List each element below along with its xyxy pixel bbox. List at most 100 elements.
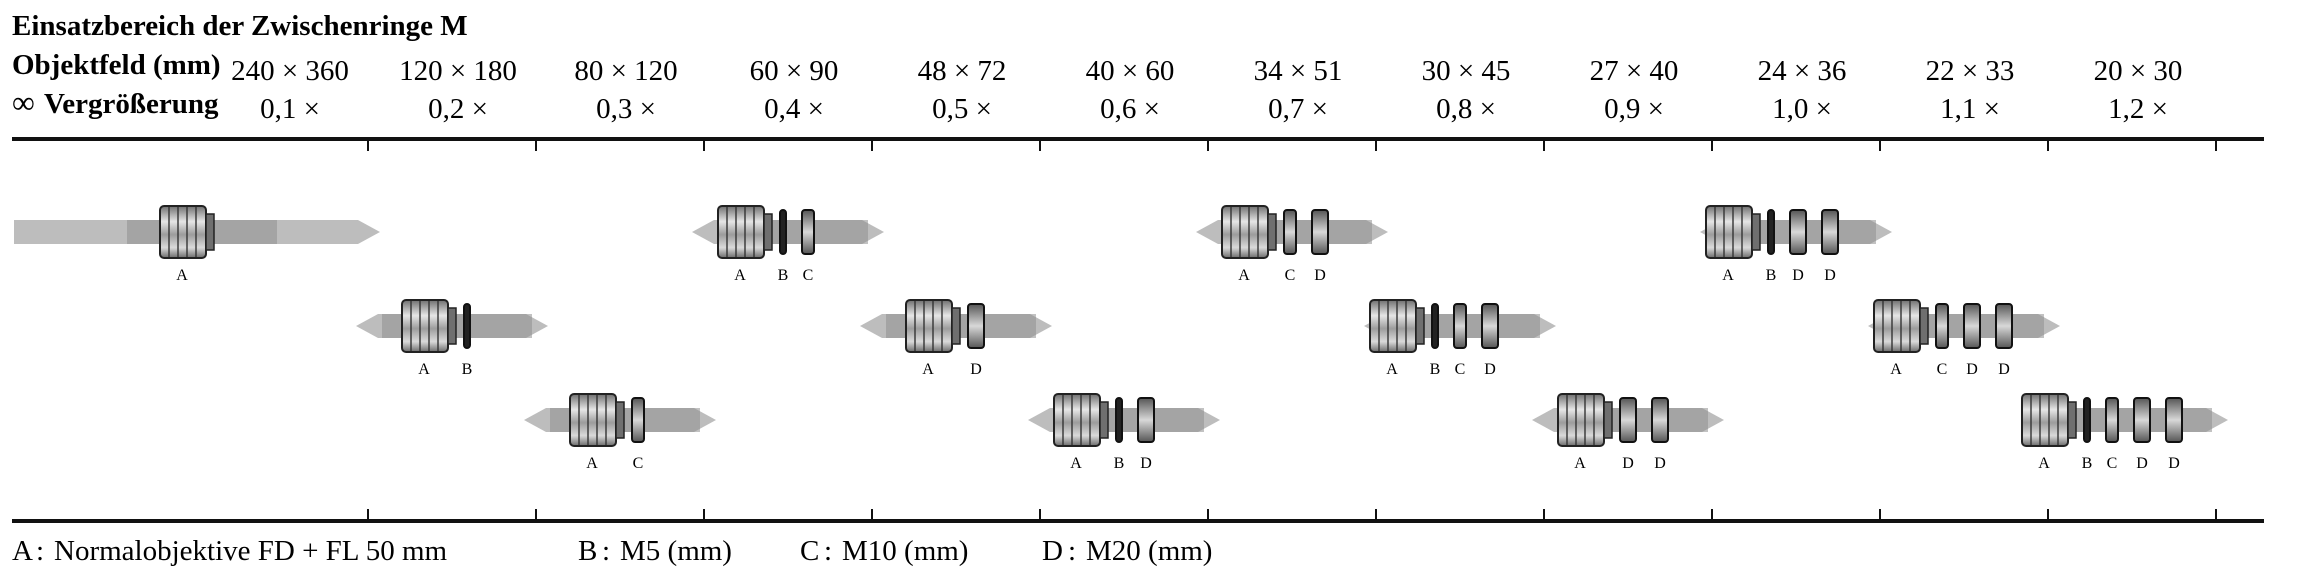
ring-d-icon <box>1481 303 1499 349</box>
combination-label: D <box>1824 267 1836 284</box>
lens-mount-icon <box>1415 307 1425 345</box>
combination-label: A <box>2038 455 2050 472</box>
combination-label: A <box>586 455 598 472</box>
combination-label: A <box>1070 455 1082 472</box>
combination-label: C <box>803 267 814 284</box>
combination-label: B <box>1114 455 1125 472</box>
lens-body-icon <box>1873 299 1921 353</box>
row-label-field: Objektfeld (mm) <box>12 49 221 81</box>
combination-label: C <box>1455 361 1466 378</box>
ring-d-icon <box>1619 397 1637 443</box>
column-field-3: 80 × 120 <box>574 55 677 87</box>
row-label-magnification: Vergrößerung <box>44 88 219 120</box>
ring-b-icon <box>779 209 787 255</box>
column-field-6: 40 × 60 <box>1086 55 1175 87</box>
combination-label: A <box>1238 267 1250 284</box>
combination-label: A <box>176 267 188 284</box>
column-headers: 240 × 360 0,1 × 120 × 180 0,2 × 80 × 120 0,3 … <box>231 55 2182 125</box>
column-magnification-5: 0,5 × <box>932 93 992 125</box>
ring-d-icon <box>1137 397 1155 443</box>
lens-body-icon <box>2021 393 2069 447</box>
combination-label: D <box>1314 267 1326 284</box>
combination-label: B <box>778 267 789 284</box>
lens-mount-icon <box>1603 401 1613 439</box>
combination-label: A <box>1722 267 1734 284</box>
lens-mount-icon <box>615 401 625 439</box>
ring-b-icon <box>1767 209 1775 255</box>
lens-body-icon <box>401 299 449 353</box>
ring-b-icon <box>463 303 471 349</box>
lens-body-icon <box>905 299 953 353</box>
column-magnification-7: 0,7 × <box>1268 93 1328 125</box>
column-field-8: 30 × 45 <box>1422 55 1511 87</box>
combination-label: A <box>734 267 746 284</box>
combination-label: D <box>1622 455 1634 472</box>
ring-c-icon <box>1283 209 1297 255</box>
combination-label: D <box>1484 361 1496 378</box>
lens-mount-icon <box>205 213 215 251</box>
combination-label: D <box>1140 455 1152 472</box>
scale-ticks <box>367 139 2217 521</box>
combination-label: D <box>2168 455 2180 472</box>
legend-text-a: Normalobjektive FD + FL 50 mm <box>54 535 448 567</box>
infinity-symbol: ∞ <box>12 84 35 120</box>
legend-text-b: M5 (mm) <box>620 535 732 567</box>
ring-d-icon <box>2133 397 2151 443</box>
combination-label: A <box>418 361 430 378</box>
lens-mount-icon <box>763 213 773 251</box>
legend-key-b: B <box>578 535 597 567</box>
column-magnification-1: 0,1 × <box>260 93 320 125</box>
ring-c-icon <box>1935 303 1949 349</box>
combination-label: D <box>970 361 982 378</box>
column-field-7: 34 × 51 <box>1254 55 1343 87</box>
combination-label: D <box>1654 455 1666 472</box>
legend-text-c: M10 (mm) <box>842 535 968 567</box>
column-magnification-6: 0,6 × <box>1100 93 1160 125</box>
lens-body-icon <box>569 393 617 447</box>
legend: A : Normalobjektive FD + FL 50 mm B : M5… <box>12 535 1212 567</box>
column-magnification-4: 0,4 × <box>764 93 824 125</box>
ring-c-icon <box>2105 397 2119 443</box>
lens-mount-icon <box>447 307 457 345</box>
lens-body-icon <box>1557 393 1605 447</box>
lens-mount-icon <box>1099 401 1109 439</box>
combination-bands: AA BA CA B CA DA B DA C DA B C DA D DA B D DA C D DA B C D D <box>14 205 2228 472</box>
ring-d-icon <box>1995 303 2013 349</box>
combination-label: C <box>633 455 644 472</box>
legend-text-d: M20 (mm) <box>1086 535 1212 567</box>
lens-body-icon <box>717 205 765 259</box>
combination-label: D <box>1792 267 1804 284</box>
svg-text::: : <box>824 535 832 567</box>
combination-label: B <box>462 361 473 378</box>
ring-d-icon <box>2165 397 2183 443</box>
combination-label: D <box>1966 361 1978 378</box>
ring-c-icon <box>1453 303 1467 349</box>
lens-mount-icon <box>1919 307 1929 345</box>
combination-label: A <box>1574 455 1586 472</box>
ring-b-icon <box>1431 303 1439 349</box>
column-magnification-11: 1,1 × <box>1940 93 2000 125</box>
ring-d-icon <box>1789 209 1807 255</box>
ring-d-icon <box>1651 397 1669 443</box>
column-field-11: 22 × 33 <box>1926 55 2015 87</box>
svg-text::: : <box>36 535 44 567</box>
lens-body-icon <box>159 205 207 259</box>
legend-key-a: A <box>12 535 33 567</box>
column-magnification-8: 0,8 × <box>1436 93 1496 125</box>
lens-mount-icon <box>1267 213 1277 251</box>
column-field-4: 60 × 90 <box>750 55 839 87</box>
lens-body-icon <box>1053 393 1101 447</box>
combination-label: C <box>2107 455 2118 472</box>
legend-key-d: D <box>1042 535 1063 567</box>
ring-c-icon <box>631 397 645 443</box>
